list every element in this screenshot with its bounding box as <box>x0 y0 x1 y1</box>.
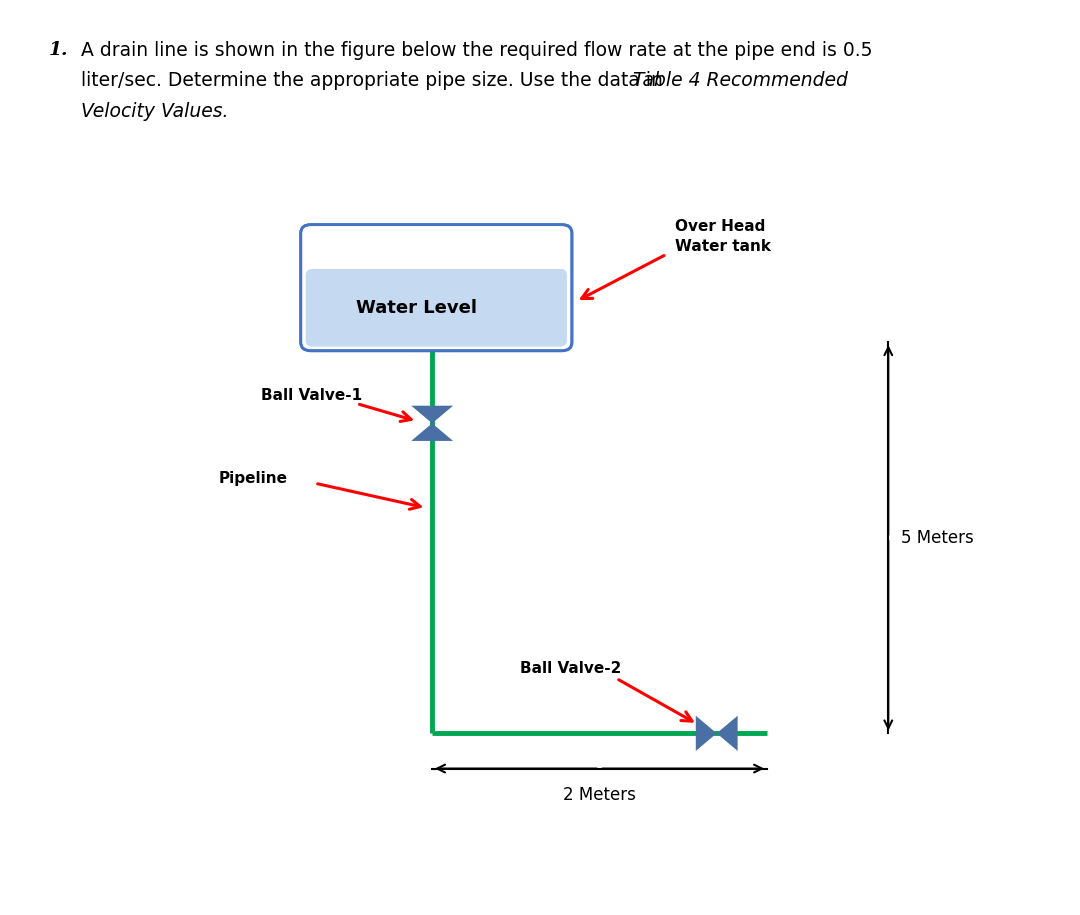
Polygon shape <box>717 716 738 751</box>
Text: Water Level: Water Level <box>355 299 476 318</box>
Polygon shape <box>411 405 454 424</box>
Text: A drain line is shown in the figure below the required flow rate at the pipe end: A drain line is shown in the figure belo… <box>81 41 873 60</box>
FancyBboxPatch shape <box>300 225 572 350</box>
Text: 2 Meters: 2 Meters <box>563 786 636 804</box>
Text: Table 4 Recommended: Table 4 Recommended <box>633 71 848 91</box>
Polygon shape <box>696 716 717 751</box>
Polygon shape <box>411 424 454 441</box>
Text: Ball Valve-1: Ball Valve-1 <box>260 388 362 403</box>
Text: 1.: 1. <box>49 41 68 59</box>
Text: Over Head
Water tank: Over Head Water tank <box>675 220 771 254</box>
Text: liter/sec. Determine the appropriate pipe size. Use the data in: liter/sec. Determine the appropriate pip… <box>81 71 669 91</box>
Text: 5 Meters: 5 Meters <box>901 529 973 547</box>
Text: Velocity Values.: Velocity Values. <box>81 102 229 121</box>
Text: Ball Valve-2: Ball Valve-2 <box>521 661 621 676</box>
FancyBboxPatch shape <box>306 269 567 347</box>
Text: Pipeline: Pipeline <box>218 471 287 486</box>
